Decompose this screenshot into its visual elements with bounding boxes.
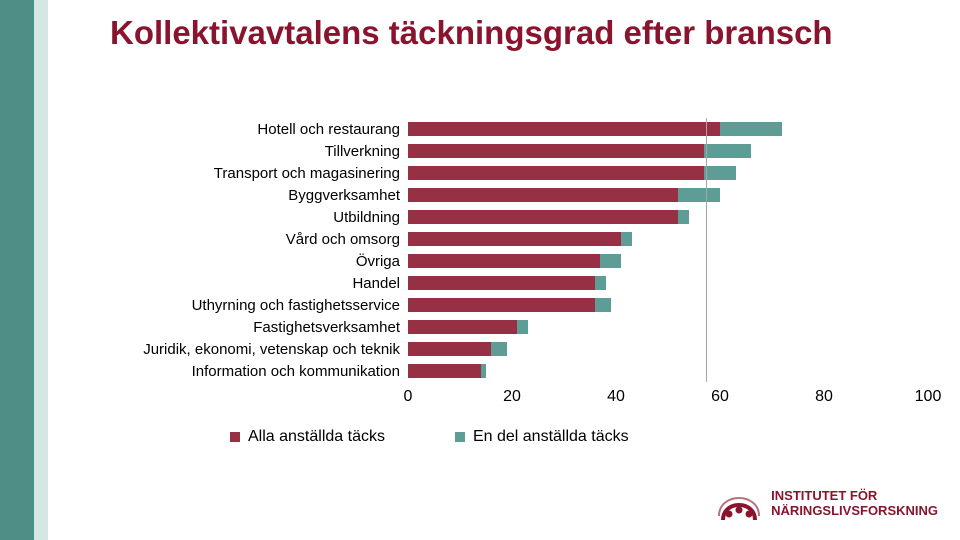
legend-label-some: En del anställda täcks xyxy=(473,428,629,446)
legend-swatch-some-icon xyxy=(455,432,465,442)
bar-segment-all xyxy=(408,254,600,268)
bar-chart: Hotell och restaurang Tillverkning Transpo… xyxy=(110,118,930,410)
side-stripe xyxy=(0,0,34,540)
category-label: Hotell och restaurang xyxy=(110,121,408,138)
page-title: Kollektivavtalens täckningsgrad efter br… xyxy=(110,14,930,52)
bar-segment-some xyxy=(678,210,688,224)
category-label: Handel xyxy=(110,275,408,292)
bar-track xyxy=(408,188,720,202)
bar-segment-all xyxy=(408,298,595,312)
bar-track xyxy=(408,298,611,312)
legend-swatch-all-icon xyxy=(230,432,240,442)
category-label: Utbildning xyxy=(110,209,408,226)
bar-track xyxy=(408,342,507,356)
bar-segment-some xyxy=(621,232,631,246)
slide: Kollektivavtalens täckningsgrad efter br… xyxy=(0,0,960,540)
bar-segment-all xyxy=(408,122,720,136)
category-label: Övriga xyxy=(110,253,408,270)
bar-segment-some xyxy=(517,320,527,334)
legend-item-some: En del anställda täcks xyxy=(455,428,629,446)
bar-segment-all xyxy=(408,276,595,290)
category-label: Information och kommunikation xyxy=(110,363,408,380)
x-tick: 0 xyxy=(404,388,413,406)
category-label: Tillverkning xyxy=(110,143,408,160)
bar-segment-all xyxy=(408,364,481,378)
category-label: Fastighetsverksamhet xyxy=(110,319,408,336)
bar-segment-all xyxy=(408,342,491,356)
bar-segment-some xyxy=(595,276,605,290)
x-tick: 80 xyxy=(815,388,833,406)
plot-area xyxy=(706,118,960,382)
bar-track xyxy=(408,364,486,378)
category-label: Transport och magasinering xyxy=(110,165,408,182)
bar-segment-all xyxy=(408,320,517,334)
bar-segment-some xyxy=(600,254,621,268)
category-label: Vård och omsorg xyxy=(110,231,408,248)
x-tick: 40 xyxy=(607,388,625,406)
bar-segment-all xyxy=(408,188,678,202)
bar-track xyxy=(408,210,689,224)
bar-segment-some xyxy=(595,298,611,312)
x-tick: 100 xyxy=(915,388,942,406)
bar-segment-some xyxy=(481,364,486,378)
bar-segment-all xyxy=(408,232,621,246)
bar-segment-all xyxy=(408,166,704,180)
bar-track xyxy=(408,166,736,180)
brand-logo-line1: INSTITUTET FÖR xyxy=(771,489,938,504)
bar-segment-all xyxy=(408,144,704,158)
bar-segment-some xyxy=(491,342,507,356)
brand-logo-icon xyxy=(717,482,761,526)
bar-track xyxy=(408,276,606,290)
x-tick: 20 xyxy=(503,388,521,406)
bar-track xyxy=(408,320,528,334)
legend-item-all: Alla anställda täcks xyxy=(230,428,385,446)
bar-segment-all xyxy=(408,210,678,224)
bar-track xyxy=(408,232,632,246)
brand-logo-line2: NÄRINGSLIVSFORSKNING xyxy=(771,504,938,519)
x-axis: 020406080100 xyxy=(408,386,928,410)
brand-logo-text: INSTITUTET FÖR NÄRINGSLIVSFORSKNING xyxy=(771,489,938,519)
side-stripe-inner xyxy=(34,0,48,540)
category-label: Uthyrning och fastighetsservice xyxy=(110,297,408,314)
bar-track xyxy=(408,144,751,158)
legend-label-all: Alla anställda täcks xyxy=(248,428,385,446)
chart-border-left xyxy=(706,118,707,382)
x-tick: 60 xyxy=(711,388,729,406)
category-label: Byggverksamhet xyxy=(110,187,408,204)
brand-logo: INSTITUTET FÖR NÄRINGSLIVSFORSKNING xyxy=(717,482,938,526)
category-label: Juridik, ekonomi, vetenskap och teknik xyxy=(110,341,408,358)
chart-legend: Alla anställda täcks En del anställda tä… xyxy=(230,428,629,446)
bar-track xyxy=(408,254,621,268)
